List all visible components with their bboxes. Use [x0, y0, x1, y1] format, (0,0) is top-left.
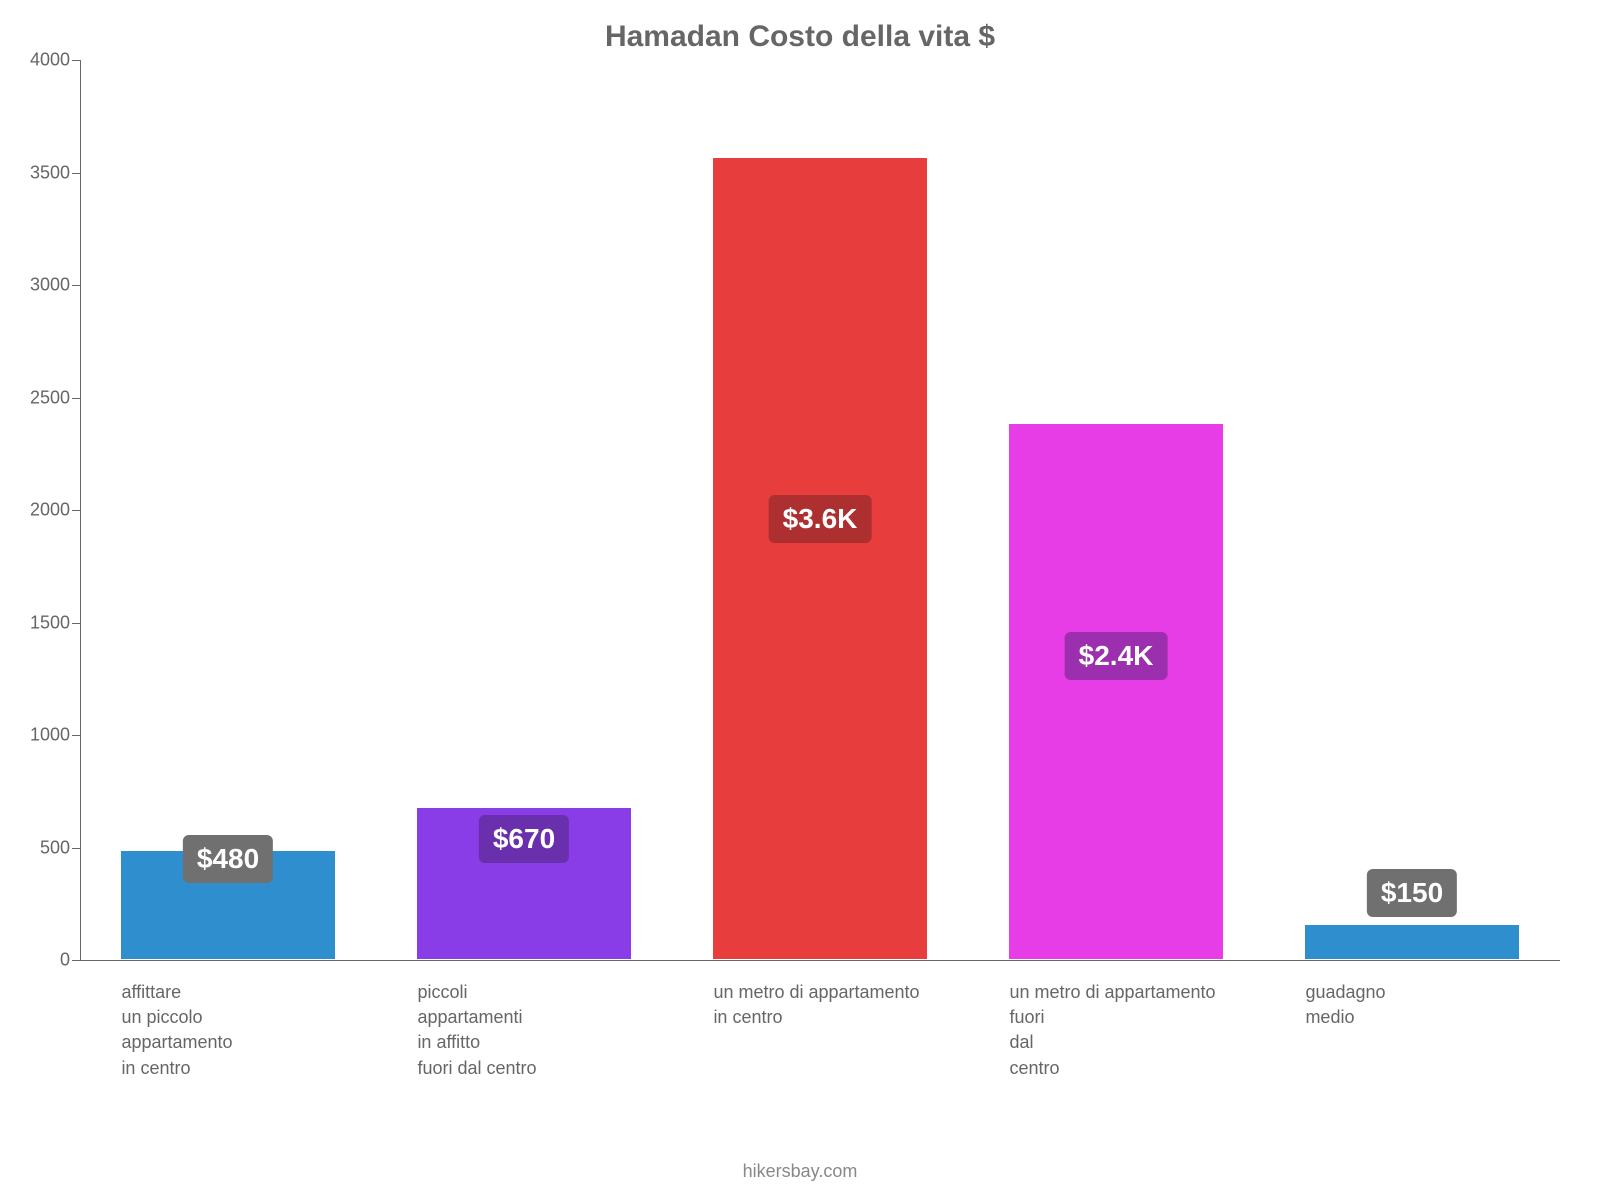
bar: [1009, 424, 1222, 960]
footer-credit: hikersbay.com: [0, 1161, 1600, 1182]
x-category-label: piccoli appartamenti in affitto fuori da…: [417, 980, 630, 1081]
y-tick-label: 1500: [10, 612, 70, 633]
y-tick-mark: [72, 285, 80, 286]
y-tick-mark: [72, 848, 80, 849]
bar-value-label: $670: [479, 815, 569, 863]
y-axis-line: [80, 60, 81, 960]
y-tick-mark: [72, 623, 80, 624]
y-tick-mark: [72, 398, 80, 399]
y-tick-label: 2500: [10, 387, 70, 408]
bar-value-label: $2.4K: [1065, 632, 1168, 680]
x-category-label: un metro di appartamento in centro: [713, 980, 926, 1030]
plot-area: $480 $670 $3.6K $2.4K $150: [80, 60, 1560, 960]
y-tick-label: 3000: [10, 275, 70, 296]
y-tick-label: 0: [10, 950, 70, 971]
chart-container: Hamadan Costo della vita $ $480 $670 $3.6K…: [0, 0, 1600, 1200]
y-tick-mark: [72, 173, 80, 174]
chart-title: Hamadan Costo della vita $: [0, 20, 1600, 54]
bar: [713, 158, 926, 959]
x-category-label: un metro di appartamento fuori dal centr…: [1009, 980, 1222, 1081]
x-category-label: guadagno medio: [1305, 980, 1518, 1030]
y-tick-label: 2000: [10, 500, 70, 521]
y-tick-mark: [72, 60, 80, 61]
y-tick-mark: [72, 735, 80, 736]
bar-value-label: $3.6K: [769, 495, 872, 543]
y-tick-mark: [72, 510, 80, 511]
bar: [1305, 925, 1518, 959]
bar-value-label: $480: [183, 835, 273, 883]
x-axis-line: [80, 960, 1560, 961]
y-tick-label: 3500: [10, 162, 70, 183]
bar-value-label: $150: [1367, 869, 1457, 917]
y-tick-label: 1000: [10, 725, 70, 746]
x-category-label: affittare un piccolo appartamento in cen…: [121, 980, 334, 1081]
y-tick-label: 4000: [10, 50, 70, 71]
y-tick-mark: [72, 960, 80, 961]
y-tick-label: 500: [10, 837, 70, 858]
